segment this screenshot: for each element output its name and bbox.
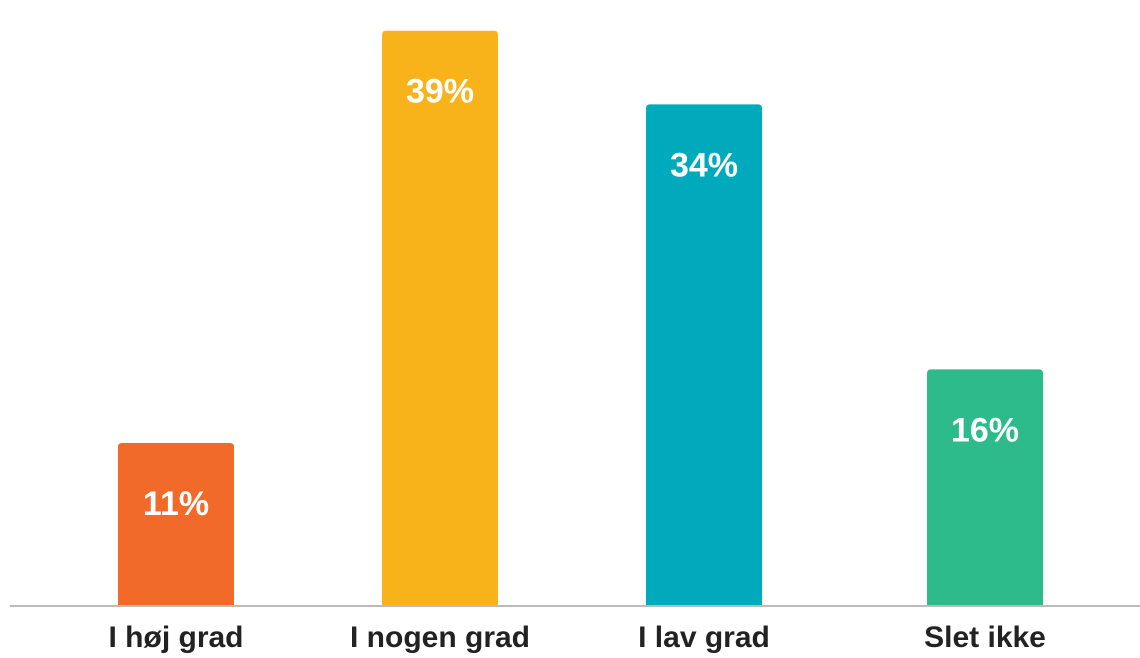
category-label-2: I nogen grad [350,621,530,654]
category-label-1: I høj grad [109,621,244,654]
bar-value-label-4: 16% [951,411,1019,449]
bar-value-label-1: 11% [143,485,209,523]
category-label-3: I lav grad [638,621,770,654]
bar-1 [118,443,234,605]
bar-4 [927,369,1043,605]
category-label-4: Slet ikke [924,621,1046,654]
value-labels-layer: 11% 39% 34% 16% [143,73,1019,523]
bar-value-label-2: 39% [406,73,474,111]
bar-value-label-3: 34% [670,146,738,184]
bar-2 [382,30,498,606]
bar-3 [646,104,762,605]
bars-layer [118,30,1043,606]
category-labels-layer: I høj grad I nogen grad I lav grad Slet ikk… [109,621,1046,654]
